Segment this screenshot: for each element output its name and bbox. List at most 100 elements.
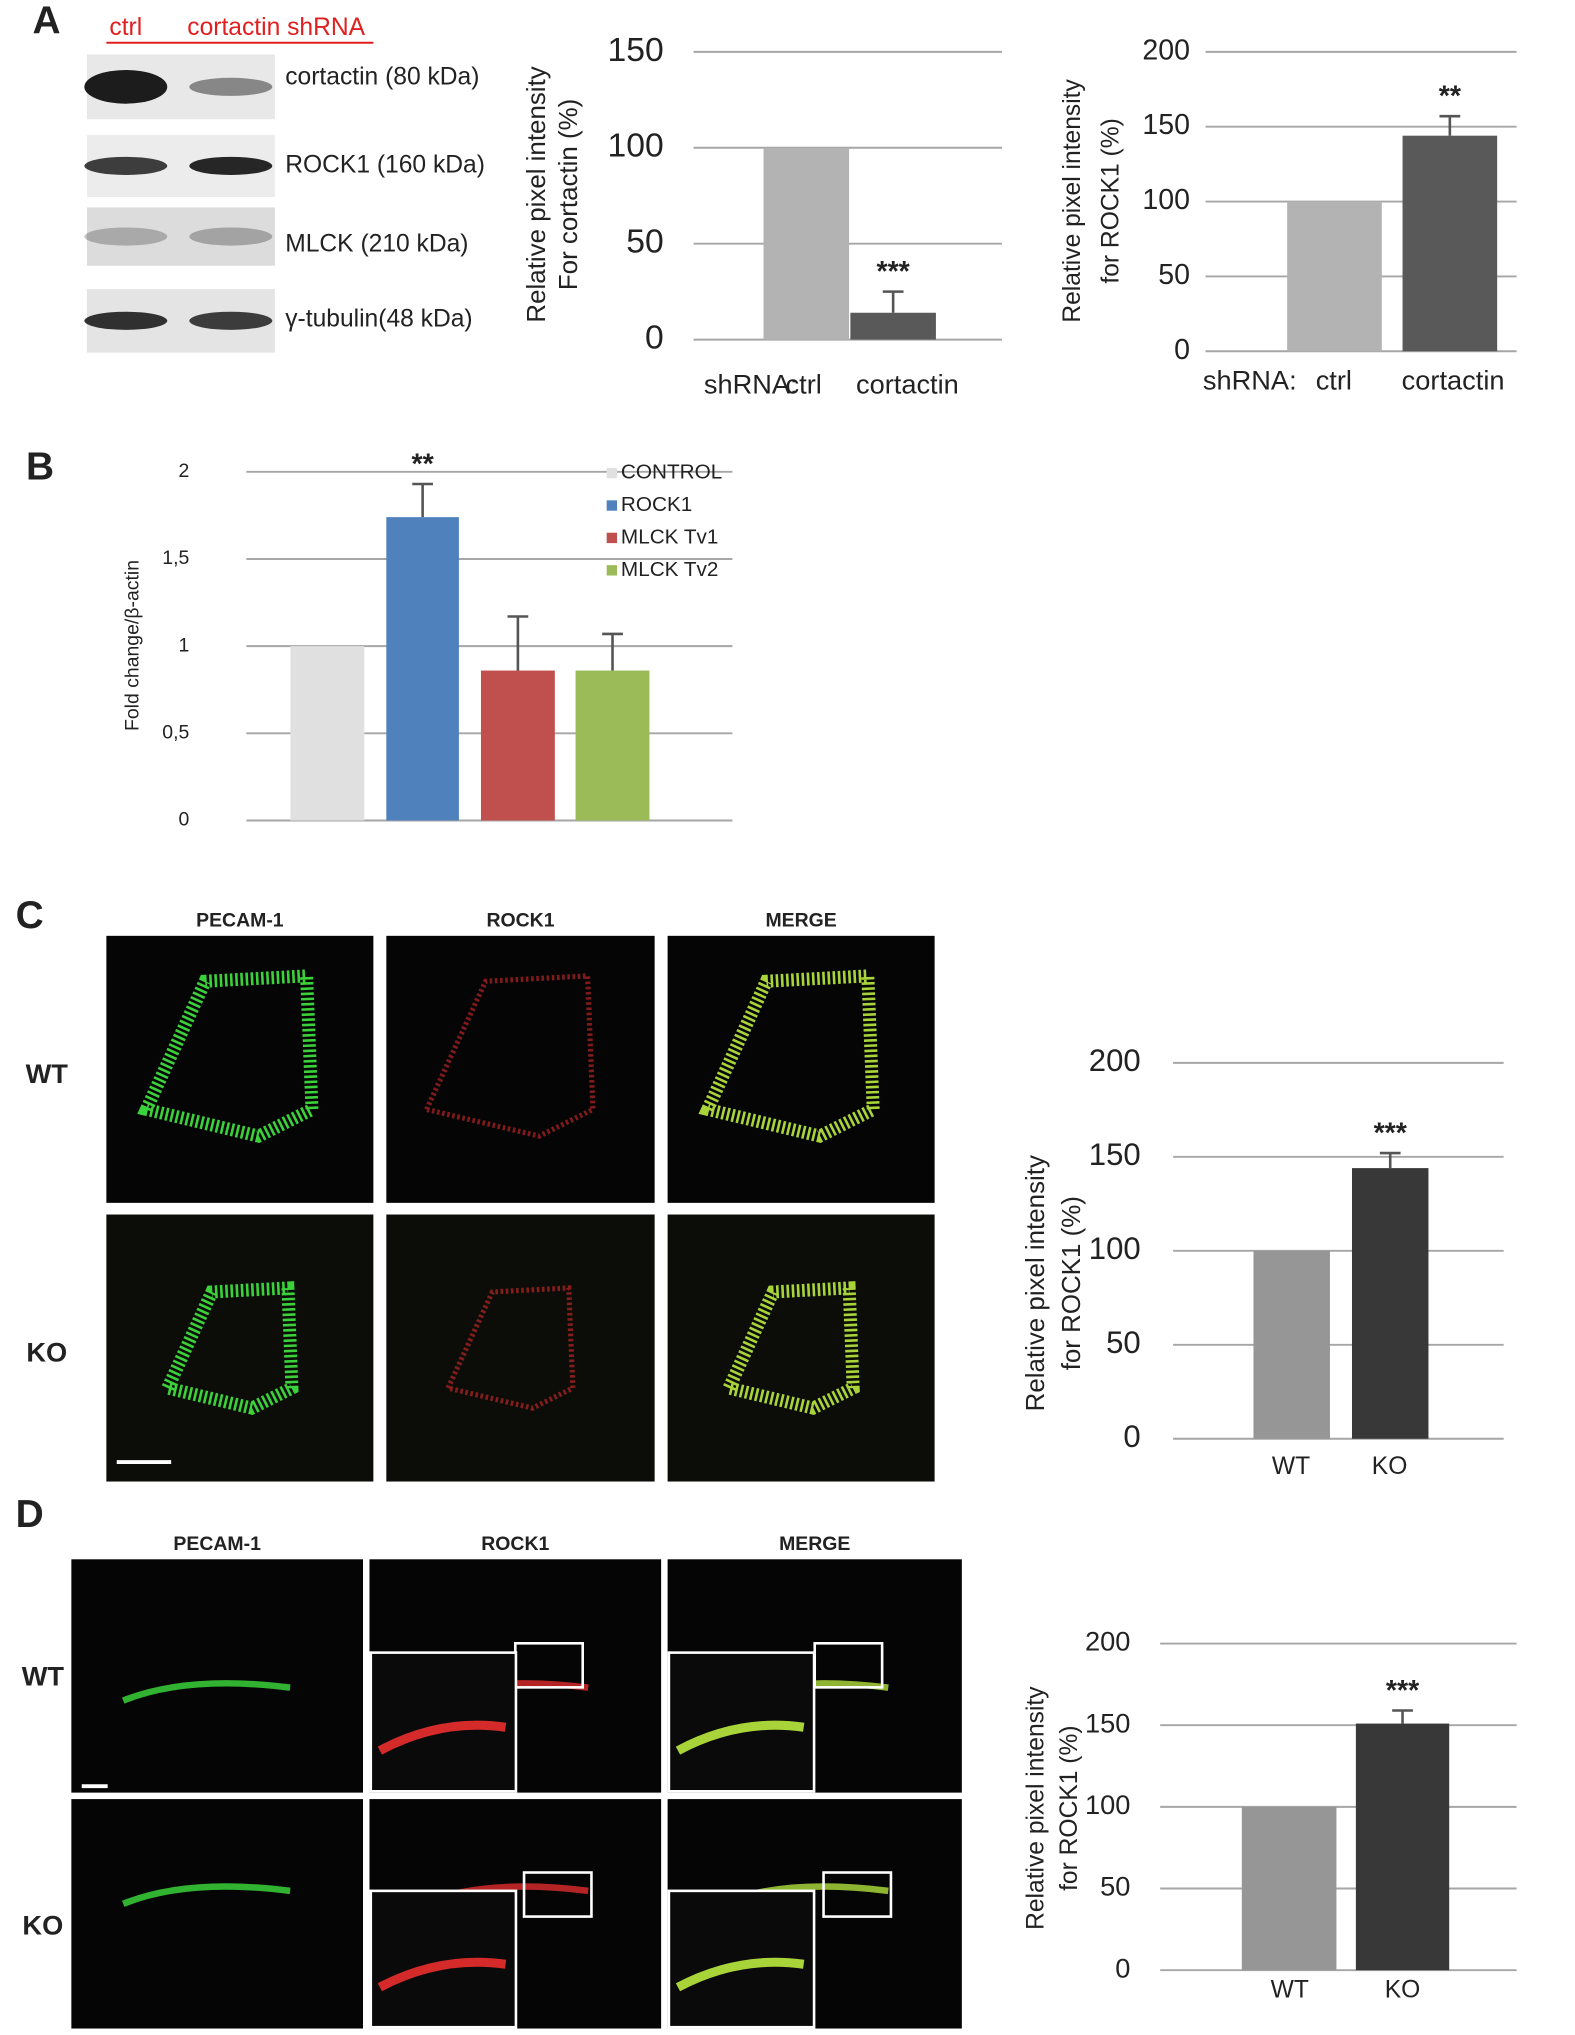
- micrograph: [386, 1214, 655, 1482]
- x-tick-label: WT: [1272, 1453, 1310, 1480]
- x-axis-label: shRNA:: [1203, 365, 1297, 396]
- bar: [290, 646, 365, 821]
- inset-vessel: [675, 1720, 805, 1755]
- y-tick-label: 0: [645, 319, 664, 357]
- blot-band: [84, 69, 168, 104]
- x-tick-label: ctrl: [786, 368, 822, 399]
- blot-band: [84, 227, 168, 246]
- row-label: KO: [26, 1337, 67, 1368]
- micrograph: [386, 935, 655, 1203]
- y-tick-label: 150: [607, 31, 663, 69]
- x-tick-label: KO: [1385, 1976, 1421, 2003]
- legend-swatch: [606, 467, 618, 479]
- micrograph: [667, 935, 935, 1203]
- bar: [1253, 1250, 1330, 1439]
- error-bar: [507, 615, 529, 671]
- legend-label: CONTROL: [621, 461, 722, 484]
- lane-label: cortactin shRNA: [187, 14, 365, 41]
- x-tick-label: cortactin: [1402, 365, 1505, 396]
- band-label: ROCK1 (160 kDa): [285, 151, 485, 178]
- error-bar: [882, 290, 904, 313]
- legend-swatch: [606, 500, 618, 511]
- blot-band: [189, 227, 273, 246]
- bar: [1241, 1806, 1337, 1971]
- lane-label: ctrl: [109, 14, 142, 41]
- inset-vessel: [377, 1957, 507, 1992]
- column-header: PECAM-1: [173, 1533, 261, 1555]
- y-tick-label: 0: [1174, 334, 1190, 366]
- x-tick-label: cortactin: [856, 368, 959, 399]
- error-bar: [1439, 114, 1461, 136]
- micrograph: [667, 1214, 935, 1482]
- y-tick-label: 100: [1085, 1789, 1130, 1820]
- y-tick-label: 0: [179, 809, 190, 831]
- micrograph: [106, 1214, 374, 1482]
- band-label: γ-tubulin(48 kDa): [285, 306, 472, 333]
- legend-swatch: [606, 565, 618, 576]
- y-axis-label: Fold change/β-actin: [122, 560, 144, 731]
- y-tick-label: 200: [1085, 1626, 1130, 1657]
- y-axis-label: Relative pixel intensity: [1022, 1155, 1050, 1411]
- bar: [850, 312, 936, 340]
- bar: [386, 517, 459, 821]
- significance-label: ***: [876, 256, 910, 288]
- inset-vessel: [377, 1720, 507, 1755]
- y-tick-label: 100: [1142, 184, 1190, 216]
- bar: [1351, 1168, 1429, 1439]
- blot-band: [84, 311, 168, 330]
- y-tick-label: 150: [1085, 1707, 1130, 1738]
- error-bar: [412, 482, 433, 518]
- column-header: MERGE: [779, 1533, 850, 1555]
- vessel: [122, 1883, 291, 1907]
- blot-strip: [86, 207, 275, 266]
- band-label: MLCK (210 kDa): [285, 230, 468, 257]
- bar: [1287, 201, 1382, 352]
- x-tick-label: WT: [1271, 1976, 1309, 2003]
- y-tick-label: 0: [1115, 1952, 1130, 1983]
- row-label: KO: [22, 1910, 63, 1941]
- bar: [480, 670, 555, 821]
- significance-label: ***: [1374, 1117, 1408, 1149]
- vessel: [444, 1285, 576, 1411]
- band-label: cortactin (80 kDa): [285, 63, 479, 90]
- significance-label: ***: [1386, 1675, 1420, 1707]
- error-bar: [1379, 1151, 1401, 1169]
- y-axis-label: for ROCK1 (%): [1058, 1196, 1086, 1370]
- y-axis-label: for ROCK1 (%): [1056, 1725, 1083, 1890]
- x-tick-label: ctrl: [1316, 365, 1352, 396]
- panel-label: A: [32, 0, 60, 43]
- column-header: PECAM-1: [196, 910, 284, 932]
- y-axis-label: Relative pixel intensity: [1023, 1686, 1050, 1930]
- column-header: MERGE: [765, 910, 836, 932]
- panel-label: B: [26, 445, 54, 488]
- y-tick-label: 150: [1142, 109, 1190, 141]
- legend-label: MLCK Tv1: [621, 525, 718, 548]
- significance-label: **: [1439, 81, 1462, 113]
- y-tick-label: 0: [1123, 1419, 1140, 1454]
- y-tick-label: 100: [1089, 1231, 1141, 1266]
- x-tick-label: KO: [1372, 1453, 1408, 1480]
- legend-label: ROCK1: [621, 493, 692, 516]
- y-tick-label: 150: [1089, 1137, 1141, 1172]
- error-bar: [1392, 1709, 1413, 1724]
- panel-label: D: [16, 1493, 44, 1536]
- y-tick-label: 50: [1100, 1871, 1130, 1902]
- blot-band: [84, 156, 168, 175]
- y-tick-label: 50: [626, 223, 663, 261]
- row-label: WT: [22, 1661, 65, 1692]
- y-tick-label: 1,5: [162, 547, 189, 569]
- bar: [763, 147, 850, 340]
- y-axis-label: for ROCK1 (%): [1098, 118, 1125, 283]
- y-tick-label: 100: [607, 127, 663, 165]
- legend-label: MLCK Tv2: [621, 558, 718, 581]
- panel-label: C: [16, 894, 44, 937]
- y-axis-label: For cortactin (%): [555, 99, 583, 290]
- blot-band: [189, 156, 273, 175]
- y-axis-label: Relative pixel intensity: [1059, 78, 1086, 322]
- y-tick-label: 50: [1158, 259, 1190, 291]
- y-tick-label: 200: [1089, 1043, 1141, 1078]
- x-axis-label: shRNA:: [704, 368, 798, 399]
- significance-label: **: [412, 448, 435, 480]
- blot-band: [189, 311, 273, 330]
